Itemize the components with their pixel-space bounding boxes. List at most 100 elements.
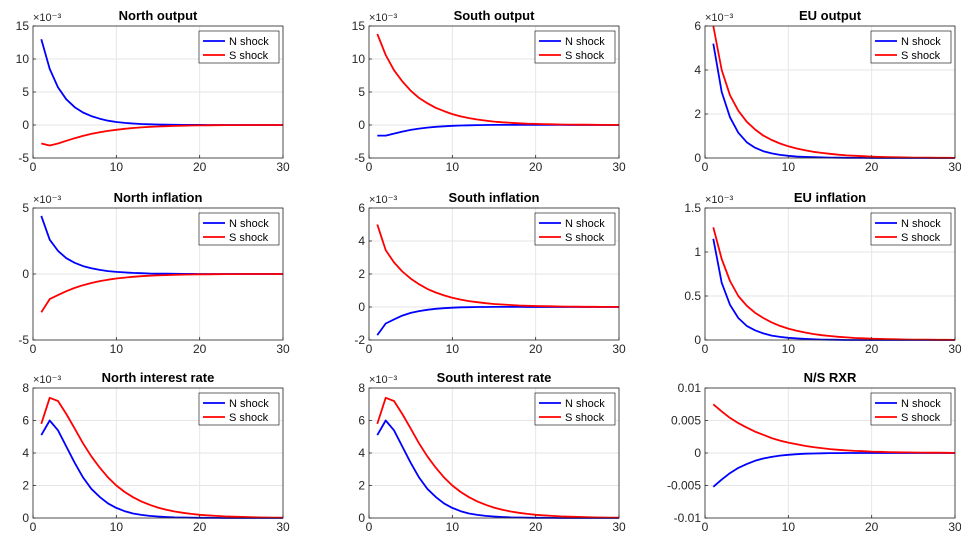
legend: N shock S shock: [534, 392, 616, 426]
x-tick-label: 0: [30, 520, 37, 534]
axis-exponent-label: ×10⁻³: [705, 12, 733, 24]
legend: N shock S shock: [534, 212, 616, 246]
legend: N shock S shock: [870, 392, 952, 426]
x-tick-label: 0: [366, 160, 373, 174]
legend-label-s-shock: S shock: [565, 50, 605, 62]
x-tick-label: 10: [110, 160, 124, 174]
axes-box: [704, 25, 956, 159]
y-tick-label: 2: [694, 107, 701, 121]
y-tick-label: 10: [16, 52, 30, 66]
x-tick-label: 10: [446, 342, 460, 356]
axis-exponent-label: ×10⁻³: [369, 374, 397, 386]
axis-exponent-label: ×10⁻³: [33, 12, 61, 24]
legend-label-n-shock: N shock: [901, 36, 941, 48]
legend-label-n-shock: N shock: [229, 218, 269, 230]
legend-box: [534, 30, 616, 64]
panel-7: 0 10 20 30 0 2 4 6 8 ×10⁻³ North interest rate N sh…: [22, 370, 290, 534]
y-tick-label: 0: [22, 511, 29, 525]
y-tick-label: 8: [22, 381, 29, 395]
y-tick-label: 0: [358, 511, 365, 525]
y-tick-label: 2: [358, 267, 365, 281]
y-tick-label: 0: [358, 118, 365, 132]
panel-title: South interest rate: [437, 370, 552, 385]
y-tick-label: -5: [354, 151, 365, 165]
y-tick-label: 6: [22, 414, 29, 428]
legend-label-s-shock: S shock: [565, 412, 605, 424]
legend-label-n-shock: N shock: [565, 218, 605, 230]
legend-label-s-shock: S shock: [229, 50, 269, 62]
legend: N shock S shock: [198, 392, 280, 426]
axis-exponent-label: ×10⁻³: [33, 374, 61, 386]
series-line-s-shock: [712, 403, 956, 454]
x-tick-label: 10: [782, 520, 796, 534]
x-tick-label: 30: [276, 342, 290, 356]
x-tick-label: 0: [30, 342, 37, 356]
x-tick-label: 20: [529, 520, 543, 534]
x-tick-label: 30: [276, 520, 290, 534]
y-tick-label: 0: [22, 118, 29, 132]
x-tick-label: 20: [529, 160, 543, 174]
y-tick-label: 2: [358, 479, 365, 493]
y-tick-label: 5: [22, 85, 29, 99]
series-line-s-shock: [41, 124, 283, 147]
x-tick-label: 0: [702, 160, 709, 174]
y-tick-label: -0.005: [667, 479, 701, 493]
legend-label-s-shock: S shock: [229, 412, 269, 424]
legend-box: [870, 392, 952, 426]
legend: N shock S shock: [870, 212, 952, 246]
y-tick-label: 1: [694, 245, 701, 259]
axis-exponent-label: ×10⁻³: [33, 194, 61, 206]
panel-6: 0 10 20 30 0 0.5 1 1.5 ×10⁻³ EU inflation N shock S…: [684, 190, 961, 356]
x-tick-label: 20: [865, 342, 879, 356]
y-tick-label: 10: [352, 52, 366, 66]
series-line-s-shock: [40, 273, 283, 313]
legend-label-s-shock: S shock: [901, 232, 941, 244]
y-tick-label: 0.01: [678, 381, 702, 395]
legend-label-n-shock: N shock: [229, 36, 269, 48]
legend-label-n-shock: N shock: [565, 398, 605, 410]
y-tick-label: 4: [358, 234, 365, 248]
legend-label-s-shock: S shock: [901, 50, 941, 62]
x-tick-label: 20: [193, 160, 207, 174]
y-tick-label: 5: [358, 85, 365, 99]
legend-box: [870, 30, 952, 64]
panel-title: North inflation: [114, 190, 203, 205]
x-tick-label: 20: [193, 520, 207, 534]
legend-box: [534, 392, 616, 426]
legend: N shock S shock: [198, 30, 280, 64]
x-tick-label: 10: [782, 342, 796, 356]
x-tick-label: 0: [30, 160, 37, 174]
panel-8: 0 10 20 30 0 2 4 6 8 ×10⁻³ South interest rate N sh…: [358, 370, 626, 534]
series-line-s-shock: [40, 396, 284, 519]
legend-label-n-shock: N shock: [901, 398, 941, 410]
panel-title: EU output: [799, 8, 862, 23]
y-tick-label: 6: [358, 414, 365, 428]
x-tick-label: 30: [276, 160, 290, 174]
x-tick-label: 20: [865, 520, 879, 534]
y-tick-label: 4: [358, 446, 365, 460]
x-tick-label: 30: [948, 160, 961, 174]
x-tick-label: 30: [948, 342, 961, 356]
legend: N shock S shock: [870, 30, 952, 64]
panel-title: N/S RXR: [804, 370, 857, 385]
y-tick-label: -0.01: [674, 511, 702, 525]
y-tick-label: 0: [22, 267, 29, 281]
legend-label-n-shock: N shock: [565, 36, 605, 48]
panel-title: North interest rate: [102, 370, 215, 385]
axis-exponent-label: ×10⁻³: [369, 12, 397, 24]
y-tick-label: 0: [694, 446, 701, 460]
series-line-s-shock: [376, 224, 619, 308]
legend-box: [534, 212, 616, 246]
x-tick-label: 30: [612, 520, 626, 534]
y-tick-label: 0: [694, 151, 701, 165]
y-tick-label: -5: [18, 151, 29, 165]
y-tick-label: 0: [694, 333, 701, 347]
y-tick-label: 15: [352, 19, 366, 33]
x-tick-label: 30: [612, 160, 626, 174]
y-tick-label: 0: [358, 300, 365, 314]
legend-label-s-shock: S shock: [565, 232, 605, 244]
